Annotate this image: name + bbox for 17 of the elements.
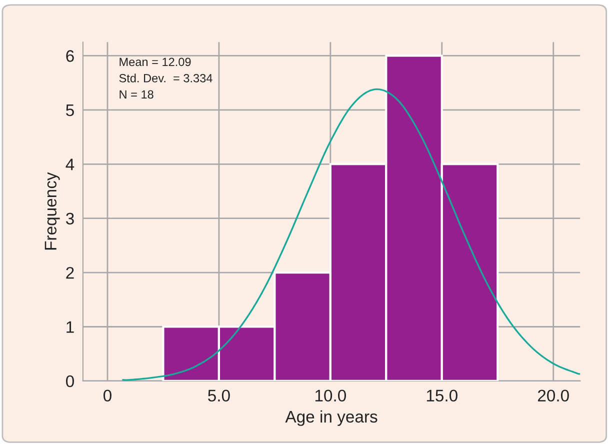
y-tick-label: 5 <box>66 104 74 116</box>
y-tick-label: 4 <box>66 158 74 170</box>
x-tick-label: 15.0 <box>426 390 458 402</box>
y-axis-title: Frequency <box>44 172 60 250</box>
y-tick-label: 1 <box>66 321 74 333</box>
y-tick-label: 3 <box>66 212 74 225</box>
x-tick-label: 20.0 <box>538 390 569 402</box>
annotation: Mean = 12.09 <box>120 58 191 66</box>
y-tick-label: 0 <box>66 375 74 388</box>
annotation: N = 18 <box>120 90 154 99</box>
annotation: Std. Dev. = 3.334 <box>119 74 212 82</box>
x-axis-title: Age in years <box>285 410 378 426</box>
x-tick-label: 0 <box>104 390 112 402</box>
y-tick-label: 6 <box>66 50 74 62</box>
x-tick-label: 10.0 <box>315 390 346 402</box>
x-tick-label: 5.0 <box>208 390 230 402</box>
y-tick-label: 2 <box>66 266 74 279</box>
